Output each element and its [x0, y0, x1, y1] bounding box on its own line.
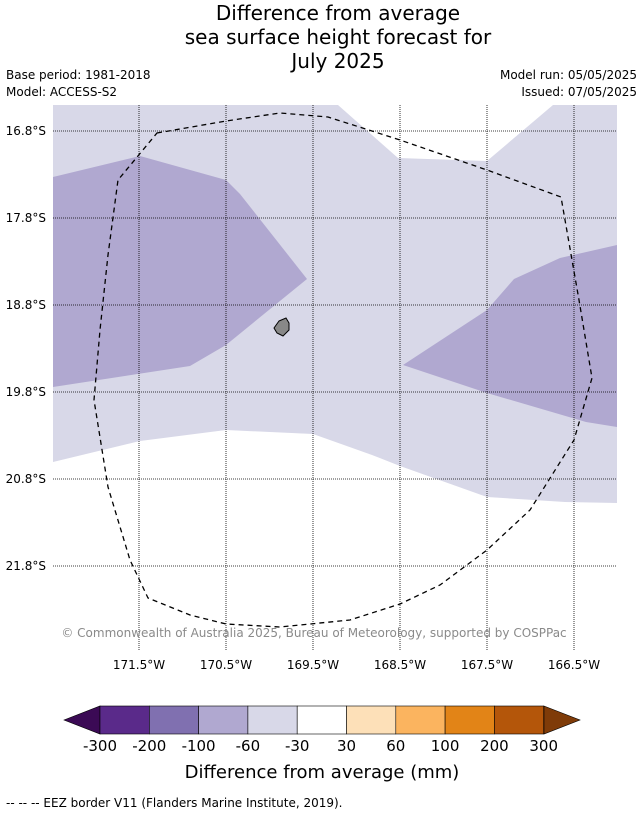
colorbar-segment [296, 705, 347, 735]
colorbar-tick-label: 60 [386, 737, 405, 755]
lon-label: 166.5°W [548, 658, 600, 672]
colorbar-extend-high [543, 705, 581, 735]
colorbar-tick-label: 30 [337, 737, 356, 755]
colorbar-tick-label: 200 [480, 737, 509, 755]
lat-label: 17.8°S [6, 211, 46, 225]
map-area: © Commonwealth of Australia 2025, Bureau… [53, 105, 617, 651]
gridlines [53, 105, 617, 651]
latitude-labels: 16.8°S 17.8°S 18.8°S 19.8°S 20.8°S 21.8°… [6, 124, 46, 573]
colorbar-tick-label: -30 [285, 737, 310, 755]
lat-label: 21.8°S [6, 559, 46, 573]
colorbar-segment [395, 705, 446, 735]
lon-label: 171.5°W [113, 658, 165, 672]
colorbar-segment [346, 705, 397, 735]
island-land [273, 317, 290, 337]
colorbar-title: Difference from average (mm) [185, 762, 460, 783]
longitude-labels: 171.5°W 170.5°W 169.5°W 168.5°W 167.5°W … [113, 658, 600, 672]
lat-label: 18.8°S [6, 298, 46, 312]
colorbar-segment [247, 705, 298, 735]
zone-medium-lavender-east [403, 245, 617, 427]
model-run: Model run: 05/05/2025 [499, 68, 637, 82]
lon-label: 168.5°W [374, 658, 426, 672]
footnote-eez: -- -- -- EEZ border V11 (Flanders Marine… [6, 796, 343, 810]
colorbar-tick-label: -100 [182, 737, 216, 755]
colorbar-tick-label: 100 [431, 737, 460, 755]
title-line-1: Difference from average [215, 1, 461, 25]
colorbar-tick-label: -200 [132, 737, 166, 755]
meta-right: Model run: 05/05/2025 Issued: 07/05/2025 [500, 67, 637, 101]
colorbar-tick-label: -300 [83, 737, 117, 755]
lat-label: 20.8°S [6, 472, 46, 486]
colorbar-segment [198, 705, 249, 735]
eez-border [93, 112, 593, 628]
base-period: Base period: 1981-2018 [6, 68, 151, 82]
colorbar-segments [99, 705, 544, 735]
lat-label: 19.8°S [6, 385, 46, 399]
colorbar-tick-label: -60 [236, 737, 261, 755]
colorbar-ticks: -300 -200 -100 -60 -30 30 60 100 200 300 [83, 737, 558, 755]
meta-left: Base period: 1981-2018 Model: ACCESS-S2 [6, 67, 151, 101]
lon-label: 170.5°W [200, 658, 252, 672]
colorbar-segment [99, 705, 150, 735]
lon-label: 169.5°W [287, 658, 339, 672]
colorbar: -300 -200 -100 -60 -30 30 60 100 200 300 Differen… [63, 705, 581, 783]
colorbar-segment [149, 705, 199, 735]
colorbar-segment [494, 705, 544, 735]
colorbar-tick-label: 300 [529, 737, 558, 755]
colorbar-segment [444, 705, 495, 735]
colorbar-extend-low [63, 705, 101, 735]
map-copyright: © Commonwealth of Australia 2025, Bureau… [61, 626, 566, 640]
map-title: Difference from average sea surface heig… [0, 1, 644, 73]
lat-label: 16.8°S [6, 124, 46, 138]
model-name: Model: ACCESS-S2 [6, 85, 118, 99]
title-line-2: sea surface height forecast for [184, 25, 492, 49]
lon-label: 167.5°W [461, 658, 513, 672]
issued-date: Issued: 07/05/2025 [521, 85, 637, 99]
title-line-3: July 2025 [291, 49, 385, 73]
zone-medium-lavender-west [53, 156, 307, 387]
